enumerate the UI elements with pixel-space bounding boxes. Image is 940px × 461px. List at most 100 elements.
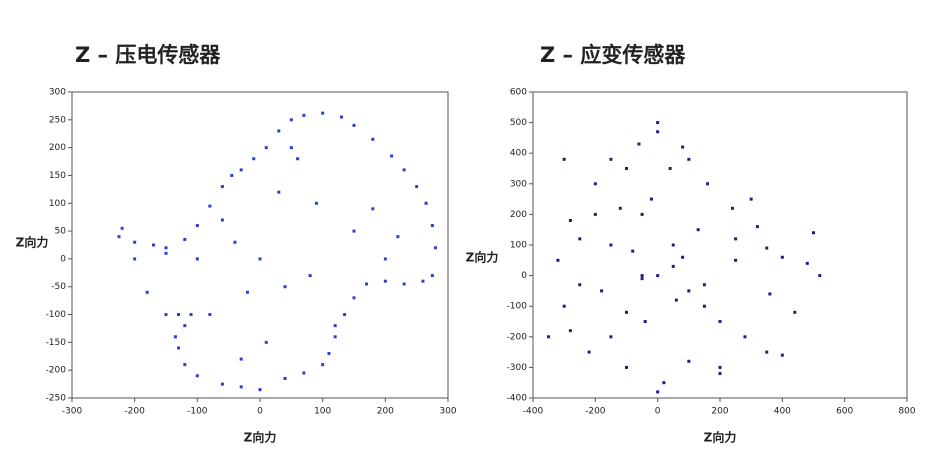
plot-frame — [71, 91, 449, 399]
scatter-point — [609, 157, 613, 161]
y-tick-label: -150 — [46, 338, 67, 348]
scatter-point — [587, 350, 591, 354]
scatter-point — [433, 246, 437, 250]
scatter-point — [430, 224, 434, 228]
scatter-point — [625, 167, 628, 170]
scatter-point — [327, 351, 331, 355]
scatter-point — [164, 313, 168, 317]
y-tick-label: -100 — [46, 310, 67, 320]
scatter-point — [352, 296, 356, 300]
scatter-point — [120, 226, 124, 230]
scatter-point — [568, 329, 572, 333]
scatter-point — [208, 204, 212, 208]
scatter-point — [718, 365, 722, 369]
y-tick-label: 300 — [510, 179, 527, 189]
scatter-point — [706, 182, 710, 186]
scatter-point — [656, 390, 660, 394]
y-tick-label: -200 — [507, 332, 528, 342]
scatter-point — [371, 207, 375, 211]
scatter-point — [765, 350, 769, 354]
scatter-point — [264, 340, 268, 344]
scatter-point — [625, 310, 628, 314]
scatter-point — [562, 304, 566, 308]
scatter-point — [183, 363, 187, 367]
scatter-point — [702, 283, 706, 287]
scatter-point — [189, 313, 193, 317]
scatter-point — [743, 335, 747, 339]
x-tick-label: -400 — [523, 407, 544, 417]
scatter-point — [283, 285, 287, 289]
scatter-point — [768, 292, 772, 296]
scatter-point — [258, 257, 262, 261]
y-tick-label: 200 — [510, 210, 527, 220]
scatter-point — [352, 229, 356, 233]
scatter-point — [239, 357, 243, 361]
scatter-point — [164, 251, 168, 255]
x-axis-label: Z向力 — [704, 430, 737, 445]
y-tick-label: 300 — [49, 88, 66, 98]
scatter-point — [302, 371, 306, 375]
y-axis-label: Z向力 — [16, 235, 49, 250]
x-tick-label: -200 — [585, 407, 606, 417]
x-tick-label: 600 — [836, 407, 853, 417]
scatter-point — [609, 335, 613, 339]
scatter-point — [687, 157, 691, 161]
scatter-point — [343, 313, 347, 317]
scatter-point — [662, 381, 666, 385]
scatter-point — [277, 190, 281, 194]
scatter-point — [643, 320, 647, 323]
scatter-point — [812, 231, 815, 235]
scatter-point — [656, 121, 660, 125]
x-tick-label: 200 — [711, 407, 728, 417]
scatter-point — [390, 154, 394, 158]
y-tick-label: 150 — [49, 171, 66, 181]
scatter-point — [183, 237, 187, 241]
scatter-point — [718, 320, 722, 323]
scatter-point — [780, 353, 784, 357]
scatter-point — [289, 118, 293, 122]
scatter-point — [415, 185, 419, 189]
scatter-point — [289, 146, 293, 150]
scatter-point — [609, 243, 613, 247]
scatter-point — [258, 388, 262, 392]
scatter-point — [264, 146, 268, 150]
scatter-point — [195, 224, 199, 228]
scatter-point — [656, 274, 660, 278]
y-tick-label: 500 — [510, 118, 527, 128]
scatter-point — [749, 197, 753, 201]
scatter-point — [671, 243, 675, 247]
scatter-point — [600, 289, 604, 293]
scatter-point — [245, 290, 249, 294]
scatter-point — [424, 201, 428, 205]
scatter-point — [220, 382, 224, 386]
scatter-point — [308, 274, 312, 278]
scatter-point — [818, 274, 822, 278]
y-tick-label: -100 — [507, 302, 528, 312]
y-tick-label: -400 — [507, 394, 528, 404]
scatter-point — [239, 168, 243, 172]
scatter-point — [578, 283, 582, 287]
scatter-point — [578, 237, 582, 241]
scatter-point — [133, 240, 137, 244]
x-tick-label: 800 — [898, 407, 915, 417]
scatter-point — [618, 206, 622, 210]
scatter-point — [133, 257, 137, 261]
scatter-point — [177, 313, 181, 317]
scatter-point — [730, 206, 734, 210]
scatter-point — [681, 255, 685, 259]
scatter-point — [687, 359, 691, 363]
scatter-point — [145, 290, 149, 294]
scatter-point — [640, 277, 644, 281]
y-tick-label: -50 — [51, 282, 66, 292]
scatter-point — [687, 289, 691, 293]
x-tick-label: 200 — [377, 407, 394, 417]
scatter-point — [383, 279, 387, 283]
scatter-point — [321, 363, 325, 367]
scatter-point — [365, 282, 369, 286]
chart-title: Z – 应变传感器 — [540, 43, 686, 67]
scatter-point — [173, 335, 177, 339]
scatter-point — [547, 335, 551, 339]
scatter-point — [396, 235, 400, 239]
scatter-point — [805, 261, 809, 265]
